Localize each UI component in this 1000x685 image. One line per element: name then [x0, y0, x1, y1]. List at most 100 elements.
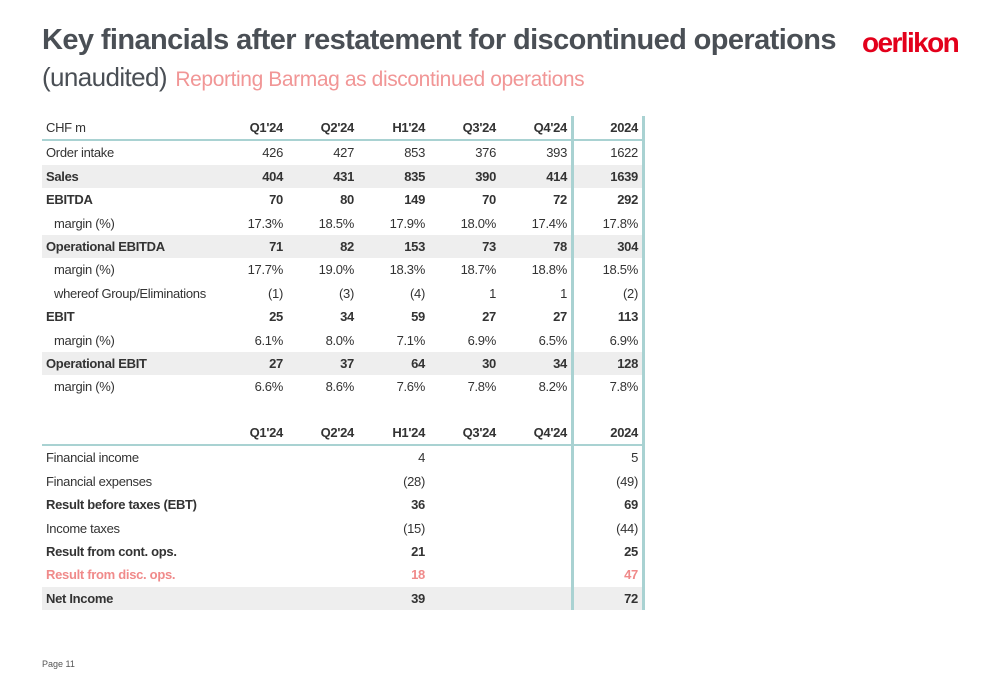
table-cell: 71 — [216, 235, 287, 259]
table-row: margin (%) 6.1% 8.0% 7.1% 6.9% 6.5% 6.9% — [42, 328, 645, 353]
table-cell: 78 — [500, 235, 574, 259]
table-cell: 80 — [340, 192, 354, 208]
table-cell — [287, 586, 358, 611]
table-cell: 19.0% — [318, 262, 355, 278]
table-cell: 18.5% — [572, 258, 645, 282]
column-header: Q2'24 — [287, 116, 358, 142]
table-cell: 17.8% — [572, 211, 645, 236]
row-label: margin (%) — [54, 262, 115, 278]
table-row: margin (%) 17.7% 19.0% 18.3% 18.7% 18.8%… — [42, 258, 645, 282]
table-cell: 7.8% — [572, 375, 645, 399]
page-title: Key financials after restatement for dis… — [42, 24, 837, 56]
row-label: margin (%) — [54, 215, 115, 231]
table-cell: 30 — [429, 352, 500, 376]
table-cell: 72 — [500, 188, 574, 212]
table-cell: 39 — [358, 586, 429, 611]
table-cell: 18.8% — [500, 258, 574, 282]
table-cell: 17.4% — [500, 211, 574, 236]
table-cell: 113 — [572, 305, 645, 329]
table-cell: 404 — [216, 164, 287, 189]
table-cell: 8.2% — [500, 375, 574, 399]
oerlikon-logo: oerlikon — [862, 27, 960, 58]
table-cell: 1639 — [572, 164, 645, 189]
page-number: Page 11 — [42, 659, 75, 669]
table-cell — [429, 517, 500, 540]
table-cell: 390 — [429, 164, 500, 189]
subtitle-note: Reporting Barmag as discontinued operati… — [175, 68, 585, 91]
table-cell: 6.1% — [254, 332, 284, 348]
table-cell: 5 — [572, 445, 645, 470]
row-label: Financial expenses — [46, 473, 152, 489]
table-row: Result before taxes (EBT) 36 69 — [42, 493, 645, 517]
table-cell — [500, 586, 574, 611]
column-header: Q3'24 — [429, 116, 500, 142]
table-cell: 18 — [411, 567, 425, 583]
table-cell — [216, 445, 287, 469]
table-cell: 27 — [500, 305, 574, 329]
table-cell: 17.7% — [247, 262, 284, 278]
table-cell — [287, 517, 358, 540]
table-cell: 47 — [572, 563, 645, 587]
row-label: Net Income — [42, 586, 216, 611]
table-cell — [216, 563, 287, 586]
table-cell: 34 — [340, 309, 354, 325]
table-cell: 18.5% — [318, 215, 355, 231]
row-label: Result from disc. ops. — [46, 567, 176, 583]
table-cell: 6.9% — [467, 332, 497, 348]
table-cell: 69 — [572, 493, 645, 517]
row-label: margin (%) — [54, 379, 115, 395]
table-cell — [429, 445, 500, 469]
page-subtitle: (unaudited) Reporting Barmag as disconti… — [42, 62, 585, 93]
table-row: Operational EBITDA 71 82 153 73 78 304 — [42, 235, 645, 259]
table-cell — [216, 493, 287, 516]
table-cell — [429, 586, 500, 611]
table-cell: 64 — [358, 352, 429, 376]
table-cell: 1 — [500, 281, 574, 306]
table-cell: 426 — [262, 145, 283, 161]
table-cell — [500, 445, 574, 470]
table-cell: 27 — [216, 352, 287, 376]
table-cell: 70 — [482, 192, 496, 208]
row-label: Result before taxes (EBT) — [46, 497, 197, 513]
table-cell: 149 — [404, 192, 425, 208]
table-row: Operational EBIT 27 37 64 30 34 128 — [42, 352, 645, 376]
table-spacer-row — [42, 398, 645, 421]
row-label: EBIT — [46, 309, 75, 325]
table-row: Financial expenses (28) (49) — [42, 469, 645, 494]
column-header: Q4'24 — [500, 420, 574, 447]
table-cell: 25 — [269, 309, 283, 325]
column-header: Q1'24 — [216, 116, 287, 142]
table-cell: 1 — [489, 285, 496, 301]
table-row: Result from disc. ops. 18 47 — [42, 563, 645, 587]
table-row: Financial income 4 5 — [42, 445, 645, 470]
row-label: whereof Group/Eliminations — [54, 285, 206, 301]
row-label: Result from cont. ops. — [46, 543, 177, 559]
table-cell — [216, 586, 287, 611]
table-cell — [500, 516, 574, 540]
table-row: EBITDA 70 80 149 70 72 292 — [42, 188, 645, 212]
table-row: Net Income 39 72 — [42, 586, 645, 611]
table-cell — [429, 563, 500, 586]
table-cell: 292 — [572, 188, 645, 212]
table-cell — [429, 470, 500, 493]
table-cell: (1) — [268, 285, 283, 301]
table-cell: 36 — [411, 497, 425, 513]
table-cell — [287, 540, 358, 563]
table-cell: (2) — [572, 281, 645, 306]
table-cell: 6.9% — [572, 328, 645, 353]
table-cell: 304 — [572, 235, 645, 259]
table-cell: 376 — [475, 145, 496, 161]
table-row: Income taxes (15) (44) — [42, 516, 645, 540]
table-cell — [287, 445, 358, 469]
table-cell: 59 — [411, 309, 425, 325]
column-header — [42, 420, 216, 447]
table-cell: 73 — [429, 235, 500, 259]
table-cell: 431 — [287, 164, 358, 189]
table-cell: 7.6% — [396, 379, 426, 395]
table-cell — [500, 539, 574, 564]
table-cell — [429, 493, 500, 516]
table-cell: 17.9% — [389, 215, 426, 231]
table-cell: 34 — [500, 352, 574, 376]
column-header: Q3'24 — [429, 420, 500, 447]
table-cell: (15) — [403, 520, 425, 536]
